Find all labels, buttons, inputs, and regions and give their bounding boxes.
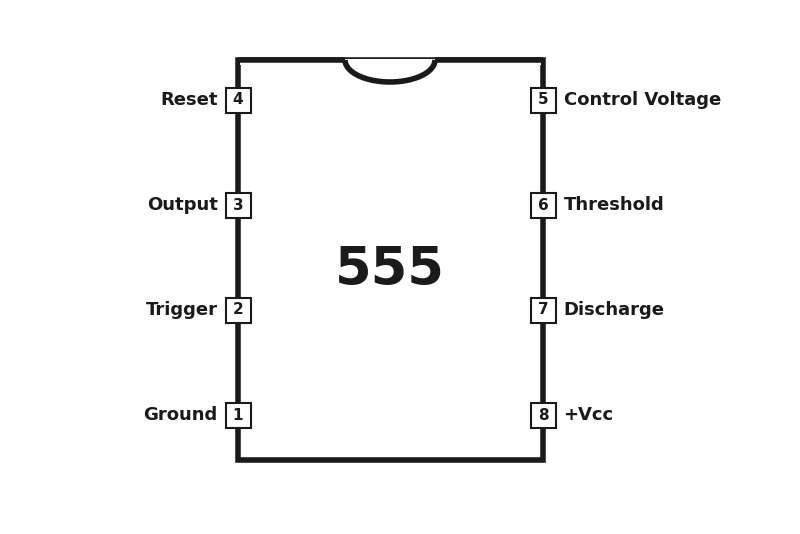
Bar <box>226 403 250 428</box>
Text: Threshold: Threshold <box>563 196 664 214</box>
Text: Output: Output <box>146 196 218 214</box>
Text: Ground: Ground <box>143 406 218 424</box>
Text: 555: 555 <box>335 244 445 296</box>
Bar <box>226 297 250 323</box>
Text: 5: 5 <box>538 92 548 107</box>
Text: 7: 7 <box>538 302 548 318</box>
Bar <box>238 60 543 460</box>
Text: +Vcc: +Vcc <box>563 406 614 424</box>
Text: 6: 6 <box>538 198 548 213</box>
Text: 8: 8 <box>538 407 548 422</box>
Text: 1: 1 <box>233 407 243 422</box>
Text: 4: 4 <box>233 92 243 107</box>
Bar <box>530 192 555 217</box>
Text: Trigger: Trigger <box>146 301 218 319</box>
Text: 3: 3 <box>233 198 243 213</box>
Text: Control Voltage: Control Voltage <box>563 91 721 109</box>
Bar <box>226 192 250 217</box>
Text: Reset: Reset <box>160 91 218 109</box>
Text: Discharge: Discharge <box>563 301 665 319</box>
Text: 2: 2 <box>233 302 243 318</box>
Bar <box>530 88 555 113</box>
Bar <box>226 88 250 113</box>
Bar <box>530 403 555 428</box>
Bar <box>530 297 555 323</box>
Bar <box>240 59 541 65</box>
